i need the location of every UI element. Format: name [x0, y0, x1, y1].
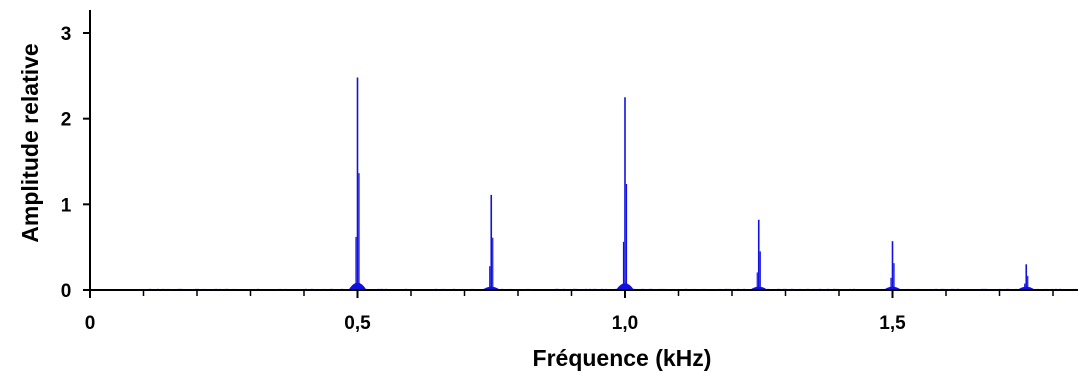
- y-tick-label: 1: [61, 195, 72, 216]
- spectral-peak: [749, 219, 768, 290]
- x-tick-label: 1,0: [612, 313, 638, 334]
- x-tick-label: 0,5: [344, 313, 371, 334]
- axes: 0 0,5 1,0 1,5 0 1 2 3: [61, 10, 1078, 334]
- y-tick-label: 3: [61, 24, 72, 45]
- plot-area: [143, 77, 1078, 290]
- spectral-peak: [482, 194, 501, 290]
- spectral-peak: [348, 77, 367, 290]
- x-axis-title: Fréquence (kHz): [533, 345, 712, 371]
- x-tick-label: 0: [85, 313, 96, 334]
- spectral-peak: [1017, 264, 1036, 290]
- y-tick-label: 0: [61, 281, 72, 302]
- y-axis-title: Amplitude relative: [17, 43, 43, 242]
- spectral-peak: [616, 97, 634, 290]
- y-tick-label: 2: [61, 110, 72, 131]
- x-tick-label: 1,5: [879, 313, 906, 334]
- spectral-peak: [883, 241, 902, 290]
